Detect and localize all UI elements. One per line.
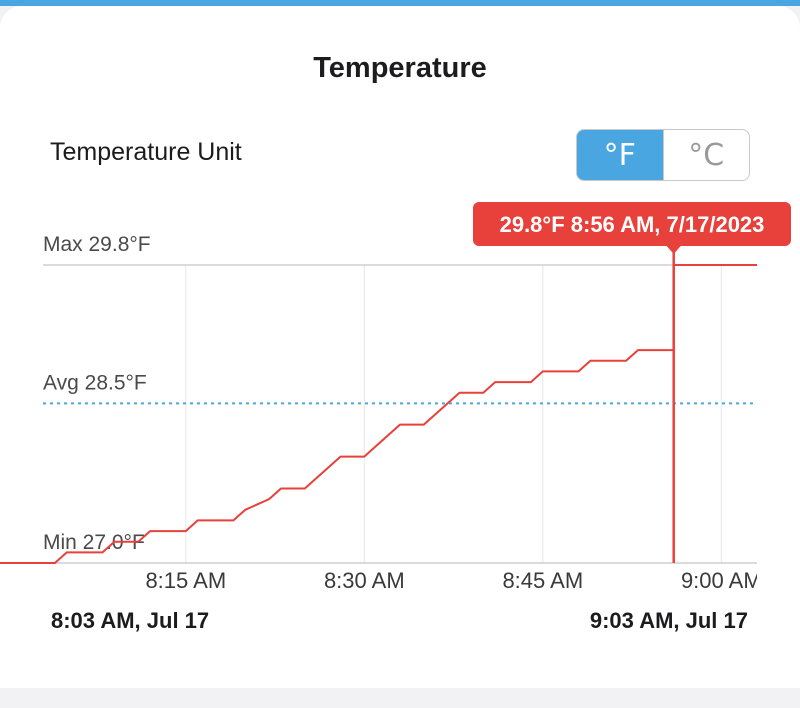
unit-fahrenheit-button[interactable]: °F [577,130,663,180]
page-title: Temperature [313,52,487,84]
top-accent-strip [0,0,800,6]
series-line [0,264,757,564]
x-tick-label: 8:15 AM [145,568,226,593]
x-tick-label: 8:30 AM [324,568,405,593]
x-tick-label: 9:00 AM [681,568,762,593]
temperature-unit-label: Temperature Unit [50,138,242,166]
range-end-label: 9:03 AM, Jul 17 [589,608,748,633]
ref-label-max: Max 29.8°F [43,233,151,256]
tooltip-label: 29.8°F 8:56 AM, 7/17/2023 [500,212,765,237]
range-start-label: 8:03 AM, Jul 17 [51,608,210,633]
ref-label-min: Min 27.0°F [43,531,145,554]
ref-label-avg: Avg 28.5°F [43,371,147,394]
unit-segmented-control: °F °C [576,129,750,181]
tooltip-pointer [666,246,681,254]
x-tick-label: 8:45 AM [502,568,583,593]
tooltip-bubble [473,202,791,246]
unit-celsius-button[interactable]: °C [662,130,750,180]
temperature-card [0,6,800,688]
